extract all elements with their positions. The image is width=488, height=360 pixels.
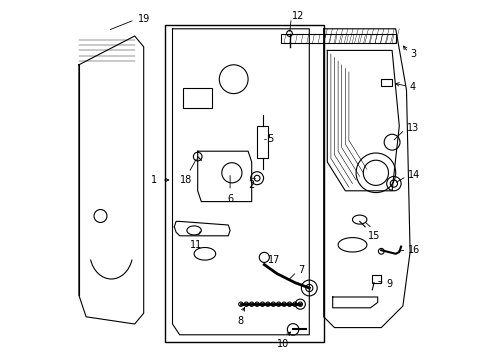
Text: 17: 17 xyxy=(267,255,280,265)
Bar xyxy=(183,88,212,108)
Text: 5: 5 xyxy=(266,134,272,144)
Text: 4: 4 xyxy=(408,82,415,93)
Bar xyxy=(280,34,395,43)
Text: 16: 16 xyxy=(407,245,420,255)
Text: 3: 3 xyxy=(409,49,415,59)
Text: 9: 9 xyxy=(386,279,392,289)
Text: 19: 19 xyxy=(138,14,150,24)
Text: 7: 7 xyxy=(297,265,304,275)
Bar xyxy=(165,25,323,342)
Text: 11: 11 xyxy=(189,240,202,251)
Text: 13: 13 xyxy=(406,123,418,133)
Bar xyxy=(381,79,391,86)
Text: 18: 18 xyxy=(180,175,192,185)
Text: 12: 12 xyxy=(292,11,304,21)
Text: 1: 1 xyxy=(151,175,157,185)
Text: 2: 2 xyxy=(248,180,254,190)
Text: 6: 6 xyxy=(226,194,233,204)
Text: 10: 10 xyxy=(277,339,289,350)
Bar xyxy=(371,275,381,283)
Text: 8: 8 xyxy=(237,316,244,326)
Text: 15: 15 xyxy=(367,231,380,241)
Text: 14: 14 xyxy=(407,170,420,180)
Bar xyxy=(257,126,267,158)
